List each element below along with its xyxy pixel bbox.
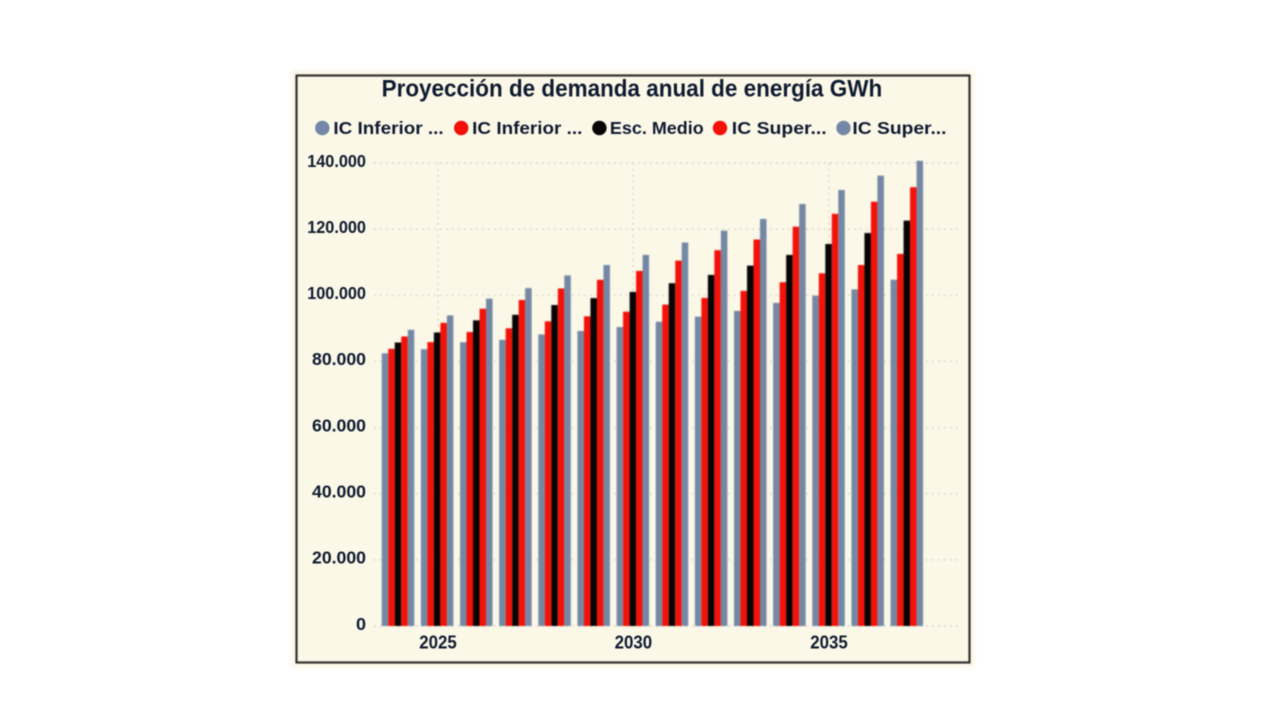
svg-text:IC Inferior ...: IC Inferior ... xyxy=(333,118,443,138)
svg-text:2025: 2025 xyxy=(419,632,457,652)
svg-text:120.000: 120.000 xyxy=(307,217,366,237)
svg-text:IC Super...: IC Super... xyxy=(852,118,946,138)
svg-text:Esc. Medio: Esc. Medio xyxy=(610,118,704,138)
svg-text:2030: 2030 xyxy=(615,632,653,652)
svg-text:80.000: 80.000 xyxy=(312,349,366,369)
svg-text:60.000: 60.000 xyxy=(312,415,366,435)
svg-text:20.000: 20.000 xyxy=(312,548,366,568)
svg-text:2035: 2035 xyxy=(810,632,848,652)
svg-text:100.000: 100.000 xyxy=(307,283,366,303)
svg-text:Proyección de demanda anual de: Proyección de demanda anual de energía G… xyxy=(382,75,883,102)
svg-text:IC Inferior ...: IC Inferior ... xyxy=(472,118,582,138)
svg-text:IC Super...: IC Super... xyxy=(732,118,827,138)
svg-text:40.000: 40.000 xyxy=(312,482,366,502)
svg-text:140.000: 140.000 xyxy=(307,151,366,171)
svg-text:0: 0 xyxy=(356,614,366,634)
